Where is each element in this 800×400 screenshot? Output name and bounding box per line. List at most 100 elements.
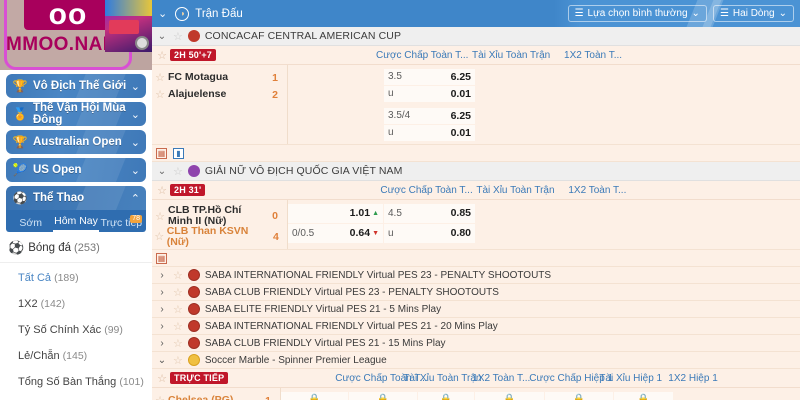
favorite-star-icon[interactable]: ☆ — [152, 394, 168, 400]
banner-slice-3 — [135, 36, 149, 50]
virtual-league-row[interactable]: › ☆ SABA CLUB FRIENDLY Virtual PES 23 - … — [152, 284, 800, 301]
market-item-total-goals[interactable]: Tổng Số Bàn Thắng (101) — [0, 369, 152, 395]
col-handicap-h1: Cược Chấp Hiệp 1 — [529, 372, 614, 384]
sidebar-item-winter-olympics[interactable]: 🏅 Thế Vận Hội Mùa Đông ⌄ — [6, 102, 146, 126]
favorite-star-icon[interactable]: ☆ — [173, 337, 183, 350]
event-row-motagua-alajuelense: ☆ FC Motagua 1 ☆ Alajuelense 2 — [152, 65, 800, 145]
event-teams: ☆ FC Motagua 1 ☆ Alajuelense 2 — [152, 65, 287, 144]
favorite-star-icon[interactable]: ☆ — [155, 72, 165, 84]
odds-over-ft[interactable]: 4.5 0.85 — [384, 203, 476, 223]
market-item-1x2[interactable]: 1X2 (142) — [0, 291, 152, 317]
virtual-league-row[interactable]: › ☆ SABA ELITE FRIENDLY Virtual PES 21 -… — [152, 301, 800, 318]
market-item-odd-even[interactable]: Lẻ/Chẵn (145) — [0, 343, 152, 369]
sidebar-item-sports[interactable]: ⚽ Thể Thao ⌃ — [6, 186, 146, 210]
sidebar-item-us-open[interactable]: 🎾 US Open ⌄ — [6, 158, 146, 182]
odds2-handicap-home[interactable] — [288, 107, 384, 124]
odds-1x2-away[interactable] — [476, 225, 566, 241]
favorite-star-icon[interactable]: ☆ — [157, 184, 167, 197]
home-team-name: CLB TP.Hồ Chí Minh II (Nữ) — [168, 204, 242, 227]
chevron-down-icon[interactable]: ⌄ — [157, 165, 167, 177]
lock-icon: 🔒 — [503, 394, 516, 400]
collapse-all-chevron-icon[interactable]: ⌄ — [158, 8, 168, 20]
sidebar-item-world-cup[interactable]: 🏆 Vô Địch Thế Giới ⌄ — [6, 74, 146, 98]
virtual-league-row[interactable]: › ☆ SABA INTERNATIONAL FRIENDLY Virtual … — [152, 267, 800, 284]
sport-count: (253) — [74, 242, 100, 254]
market-item-correct-score[interactable]: Tỷ Số Chính Xác (99) — [0, 317, 152, 343]
line-value: 4.5 — [388, 207, 402, 219]
view-option-button[interactable]: ☰ Lựa chọn bình thường ⌄ — [567, 5, 707, 22]
odds-1x2-away[interactable] — [476, 85, 566, 102]
market-item-all[interactable]: Tất Cả (189) — [0, 265, 152, 291]
chevron-down-icon[interactable]: ⌄ — [157, 30, 167, 42]
virtual-league-row-marble[interactable]: ⌄ ☆ Soccer Marble - Spinner Premier Leag… — [152, 352, 800, 369]
pitch-view-icon[interactable]: ▦ — [156, 252, 167, 264]
odds2-over-ft[interactable]: 3.5/4 6.25 — [384, 107, 476, 124]
away-team-name: Alajuelense — [168, 88, 227, 100]
market-count: (99) — [104, 324, 123, 336]
chevron-right-icon[interactable]: › — [160, 337, 164, 349]
list-options-icon: ☰ — [574, 8, 584, 19]
odds-handicap-home[interactable] — [288, 68, 384, 85]
favorite-star-icon[interactable]: ☆ — [173, 354, 183, 367]
chevron-down-icon: ⌄ — [130, 164, 140, 177]
promo-banner[interactable] — [105, 0, 152, 52]
favorite-star-icon[interactable]: ☆ — [173, 165, 183, 178]
chevron-right-icon[interactable]: › — [160, 286, 164, 298]
chevron-down-icon[interactable]: ⌄ — [157, 354, 167, 366]
col-overunder-ft: Tài Xỉu Toàn Trận — [476, 184, 555, 196]
favorite-star-icon[interactable]: ☆ — [173, 303, 183, 316]
pes-icon — [187, 337, 200, 349]
odds-cell-locked: 🔒 — [614, 391, 674, 400]
favorite-star-icon[interactable]: ☆ — [173, 286, 183, 299]
favorite-star-icon[interactable]: ☆ — [173, 269, 183, 282]
chevron-right-icon[interactable]: › — [160, 303, 164, 315]
away-score: 2 — [272, 88, 278, 101]
favorite-star-icon[interactable]: ☆ — [155, 89, 165, 101]
odds2-1x2-home[interactable] — [476, 107, 566, 124]
sport-header[interactable]: ⚽ Bóng đá (253) — [0, 232, 152, 263]
market-label: Tỷ Số Chính Xác — [18, 324, 102, 336]
odds2-1x2-away[interactable] — [476, 124, 566, 141]
market-item-half-full[interactable]: Hiệp 1/Toàn Trận (97) — [0, 395, 152, 400]
pes-icon — [187, 269, 200, 281]
favorite-star-icon[interactable]: ☆ — [157, 372, 167, 385]
favorite-star-icon[interactable]: ☆ — [157, 49, 167, 62]
odds-handicap-away[interactable] — [288, 85, 384, 102]
pitch-view-icon[interactable]: ▦ — [156, 147, 167, 159]
odds-value: 6.25 — [450, 70, 471, 83]
odds-over-ft[interactable]: 3.5 6.25 — [384, 68, 476, 85]
virtual-league-row[interactable]: › ☆ SABA CLUB FRIENDLY Virtual PES 21 - … — [152, 335, 800, 352]
stats-icon[interactable]: ▮ — [173, 147, 184, 159]
tab-early[interactable]: Sớm — [19, 217, 42, 229]
event-row-hcmii-thanksvn: ☆ CLB TP.Hồ Chí Minh II (Nữ) 0 ☆ CLB Tha… — [152, 200, 800, 250]
favorite-star-icon[interactable]: ☆ — [173, 320, 183, 333]
odds-value: 0.85 — [450, 207, 471, 219]
odds-1x2-home[interactable] — [476, 205, 566, 221]
chevron-right-icon[interactable]: › — [160, 269, 164, 281]
league-header-concacaf[interactable]: ⌄ ☆ CONCACAF CENTRAL AMERICAN CUP — [152, 27, 800, 46]
virtual-league-row[interactable]: › ☆ SABA INTERNATIONAL FRIENDLY Virtual … — [152, 318, 800, 335]
home-score: 0 — [272, 210, 278, 222]
league-header-vietnam-women[interactable]: ⌄ ☆ GIẢI NỮ VÔ ĐỊCH QUỐC GIA VIỆT NAM — [152, 162, 800, 181]
favorite-star-icon[interactable]: ☆ — [155, 210, 165, 223]
market-count: (142) — [40, 298, 66, 310]
soccer-ball-icon: ⚽ — [8, 240, 25, 255]
tab-live[interactable]: Trực tiếp 78 — [99, 215, 144, 232]
layout-option-button[interactable]: ☰ Hai Dòng ⌄ — [712, 5, 794, 22]
odds-handicap-home[interactable]: 1.01 ▲ — [288, 203, 384, 223]
odds-row-1: 1.01 ▲ 4.5 0.85 — [288, 203, 800, 223]
home-score: 1 — [256, 395, 280, 400]
odds2-under-ft[interactable]: u 0.01 — [384, 124, 476, 141]
odds-under-ft[interactable]: u 0.01 — [384, 85, 476, 102]
odds-under-ft[interactable]: u 0.80 — [384, 223, 476, 243]
odds-handicap-away[interactable]: 0/0.5 0.64 ▼ — [288, 223, 384, 243]
tab-today[interactable]: Hôm Nay — [53, 215, 99, 232]
chevron-right-icon[interactable]: › — [160, 320, 164, 332]
sport-name: Bóng đá — [28, 242, 72, 254]
odds2-handicap-away[interactable] — [288, 124, 384, 141]
odds-1x2-home[interactable] — [476, 68, 566, 85]
favorite-star-icon[interactable]: ☆ — [154, 231, 165, 243]
sidebar-item-label: Thế Vận Hội Mùa Đông — [33, 102, 126, 126]
favorite-star-icon[interactable]: ☆ — [173, 30, 183, 43]
sidebar-item-australian-open[interactable]: 🏆 Australian Open ⌄ — [6, 130, 146, 154]
